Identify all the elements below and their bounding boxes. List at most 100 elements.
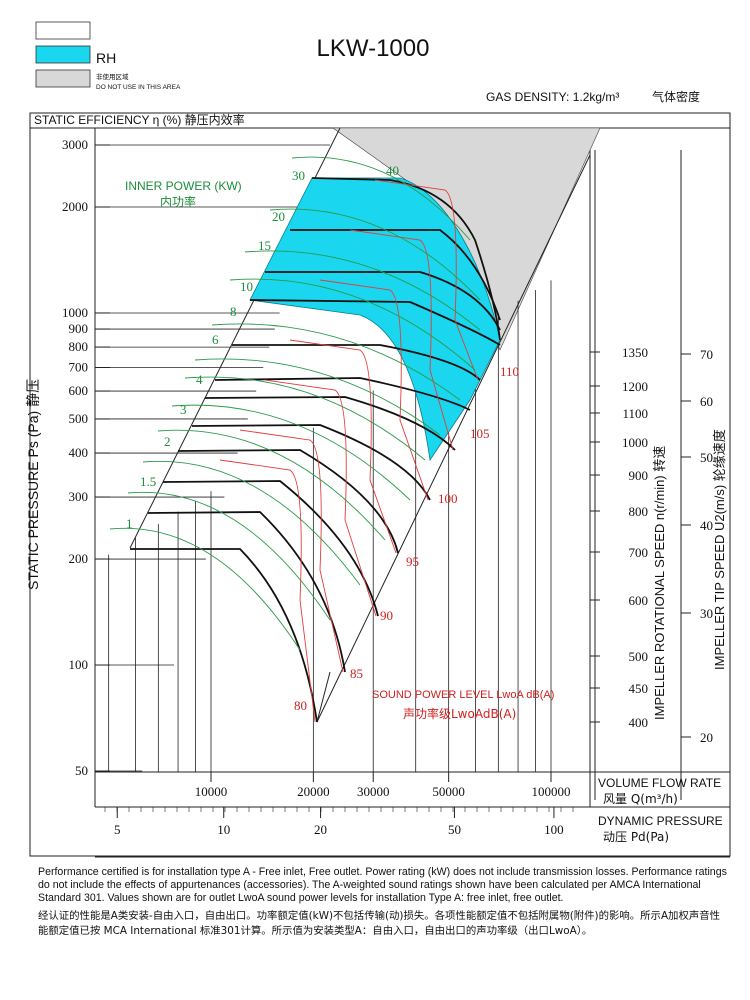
x-tick-label: 10000 (195, 784, 228, 799)
speed-tick-label: 700 (629, 545, 649, 560)
sound-label-80: 80 (294, 698, 307, 713)
fan-curve-600 (177, 449, 399, 554)
gas-density-label: GAS DENSITY: 1.2kg/m³ (486, 90, 619, 104)
power-label-20: 20 (272, 209, 285, 224)
sound-label-110: 110 (500, 364, 519, 379)
power-label-10: 10 (240, 279, 253, 294)
tip-tick-label: 70 (700, 347, 713, 362)
legend-do-not-use-swatch (35, 69, 91, 88)
fan-curve-1000 (232, 344, 481, 381)
y-tick-label: 100 (69, 657, 89, 672)
y-tick-label: 50 (75, 763, 88, 778)
power-label-30: 30 (292, 168, 305, 183)
sound-curve-95 (289, 339, 397, 554)
power-curve-2 (142, 460, 361, 586)
power-label-2: 2 (164, 434, 171, 449)
power-curve-20 (244, 250, 481, 331)
fan-curve-1100 (249, 299, 501, 346)
notes-english: Performance certified is for installatio… (38, 866, 727, 904)
y-tick-label: 700 (69, 360, 89, 375)
speed-axis-label: IMPELLER ROTATIONAL SPEED n(r/min) 转速 (652, 446, 667, 720)
power-label-6: 6 (212, 332, 219, 347)
speed-tick-label: 1000 (622, 435, 648, 450)
y-tick-label: 200 (69, 551, 89, 566)
fan-curve-500 (162, 480, 379, 617)
power-label-1.5: 1.5 (140, 474, 156, 489)
efficiency-axis-label: STATIC EFFICIENCY η (%) 静压内效率 (34, 112, 245, 127)
y-tick-label: 2000 (62, 199, 88, 214)
power-curve-40 (291, 156, 471, 241)
power-label-3: 3 (180, 402, 187, 417)
sound-label-105: 105 (470, 426, 490, 441)
speed-tick-label: 600 (629, 593, 649, 608)
sound-curve-105 (349, 229, 454, 451)
power-curve-8 (194, 358, 441, 436)
fan-curve-1350 (290, 229, 501, 321)
fan-curve-700 (191, 424, 431, 501)
fan-curve-800 (204, 396, 456, 451)
speed-tick-label: 400 (629, 715, 649, 730)
y-tick-label: 600 (69, 383, 89, 398)
power-label-15: 15 (258, 238, 271, 253)
sound-label-95: 95 (406, 554, 419, 569)
y-tick-label: 300 (69, 489, 89, 504)
power-curve-10 (211, 323, 461, 401)
chart-frame (29, 112, 731, 857)
fan-curve-900 (214, 377, 471, 411)
power-curve-4 (171, 404, 411, 501)
y-tick-label: 500 (69, 411, 89, 426)
dynamic-tick-label: 5 (114, 822, 121, 837)
sound-curve-80 (219, 459, 316, 723)
inner-power-label: INNER POWER (KW) (125, 179, 242, 193)
power-curve-1 (109, 527, 301, 651)
sound-curve-90 (264, 379, 377, 617)
power-label-40: 40 (386, 163, 399, 178)
dynamic-tick-label: 50 (448, 822, 461, 837)
dynamic-tick-label: 100 (544, 822, 564, 837)
sound-label-85: 85 (350, 666, 363, 681)
chart-title: LKW-1000 (317, 35, 430, 62)
y-tick-label: 1000 (62, 305, 88, 320)
legend-rh-label: RH (96, 50, 116, 66)
tip-axis-label: IMPELLER TIP SPEED U2(m/s) 轮缘速度 (712, 429, 727, 670)
x-tick-label: 100000 (532, 784, 571, 799)
speed-tick-label: 900 (629, 468, 649, 483)
power-curve-1.5 (127, 491, 331, 621)
power-curve-6 (184, 376, 426, 461)
sound-curve-100 (319, 279, 429, 501)
fan-curve-1200 (265, 271, 501, 331)
legend-do-not-use-zh: 非使用区域 (96, 72, 129, 81)
x-tick-label: 50000 (432, 784, 465, 799)
tip-tick-label: 30 (700, 606, 713, 621)
x-tick-label: 30000 (357, 784, 390, 799)
speed-tick-label: 800 (629, 504, 649, 519)
dynamic-tick-label: 20 (314, 822, 327, 837)
power-curve-15 (229, 278, 476, 371)
tip-tick-label: 20 (700, 730, 713, 745)
dynamic-axis-label: DYNAMIC PRESSURE (598, 814, 723, 828)
sound-curve-110 (374, 179, 479, 381)
sound-label-100: 100 (438, 491, 458, 506)
gas-density-zh: 气体密度 (652, 89, 700, 104)
speed-tick-label: 1200 (622, 379, 648, 394)
notes-chinese: 经认证的性能是A类安装-自由入口，自由出口。功率额定值(kW)不包括传输(动)损… (38, 910, 721, 937)
speed-tick-label: 1350 (622, 345, 648, 360)
legend-do-not-use-label: DO NOT USE IN THIS AREA (96, 84, 181, 91)
notes: Performance certified is for installatio… (38, 866, 728, 939)
min-flow-diagonal (316, 671, 331, 723)
sound-label-90: 90 (380, 608, 393, 623)
legend-blank-swatch (35, 21, 91, 40)
legend-rh-swatch (35, 45, 91, 64)
fan-curve-450 (147, 511, 346, 673)
sound-curve-85 (239, 429, 344, 673)
power-label-1: 1 (126, 516, 133, 531)
speed-tick-label: 1100 (622, 406, 648, 421)
x-tick-label: 20000 (297, 784, 330, 799)
fan-curve-max (311, 177, 501, 341)
dynamic-axis-label-zh: 动压 Pd(Pa) (603, 830, 669, 844)
speed-tick-label: 450 (629, 681, 649, 696)
inner-power-label-zh: 内功率 (160, 194, 196, 209)
tip-tick-label: 60 (700, 394, 713, 409)
speed-axis-diagonal (316, 154, 591, 723)
